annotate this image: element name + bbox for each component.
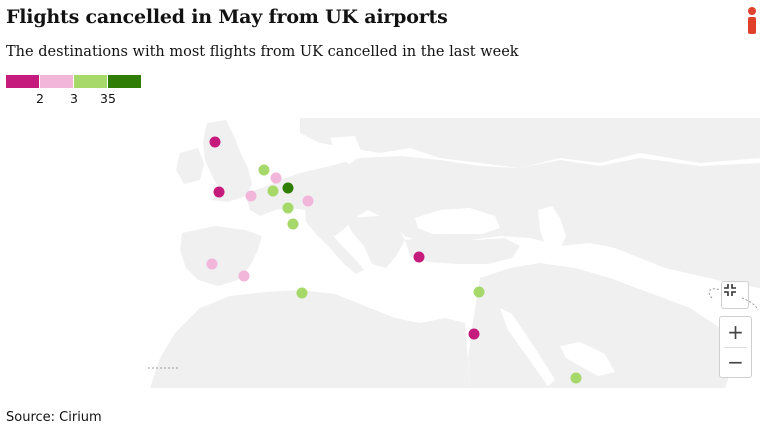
dot-tel-aviv[interactable]: [469, 329, 480, 340]
dot-algiers[interactable]: [297, 288, 308, 299]
legend-swatch-1: [6, 75, 39, 88]
dot-brussels[interactable]: [268, 186, 279, 197]
dot-munich[interactable]: [303, 196, 314, 207]
land-north-africa: [150, 290, 470, 388]
color-legend: 2 3 35: [6, 75, 146, 109]
dot-frankfurt[interactable]: [283, 183, 294, 194]
zoom-in-button[interactable]: +: [720, 317, 751, 347]
zoom-out-button[interactable]: −: [720, 347, 751, 377]
dot-cologne[interactable]: [271, 173, 282, 184]
map-area[interactable]: [0, 118, 760, 388]
dot-scotland[interactable]: [210, 137, 221, 148]
land-great-britain: [203, 120, 252, 202]
dot-istanbul[interactable]: [414, 252, 425, 263]
legend-swatch-4: [108, 75, 141, 88]
dot-amsterdam[interactable]: [259, 165, 270, 176]
zoom-controls: + −: [719, 316, 752, 378]
legend-tick-3: 35: [100, 91, 116, 106]
logo-icon: [744, 6, 760, 34]
chart-title: Flights cancelled in May from UK airport…: [6, 6, 448, 28]
dot-geneva[interactable]: [288, 219, 299, 230]
legend-swatch-3: [74, 75, 107, 88]
dot-cyprus[interactable]: [474, 287, 485, 298]
land-ireland: [176, 148, 204, 184]
legend-tick-2: 3: [70, 91, 78, 106]
dot-gulf[interactable]: [571, 373, 582, 384]
chart-subtitle: The destinations with most flights from …: [6, 44, 519, 60]
map-border-dotted: [700, 276, 760, 316]
legend-tick-1: 2: [36, 91, 44, 106]
dot-wales[interactable]: [214, 187, 225, 198]
land-layer: [150, 118, 760, 388]
dot-malaga[interactable]: [239, 271, 250, 282]
dot-london[interactable]: [246, 191, 257, 202]
legend-swatch-2: [40, 75, 73, 88]
basemap: [0, 118, 760, 388]
dot-basel[interactable]: [283, 203, 294, 214]
source-note: Source: Cirium: [6, 410, 102, 425]
land-iberia: [180, 226, 262, 286]
dot-madrid[interactable]: [207, 259, 218, 270]
